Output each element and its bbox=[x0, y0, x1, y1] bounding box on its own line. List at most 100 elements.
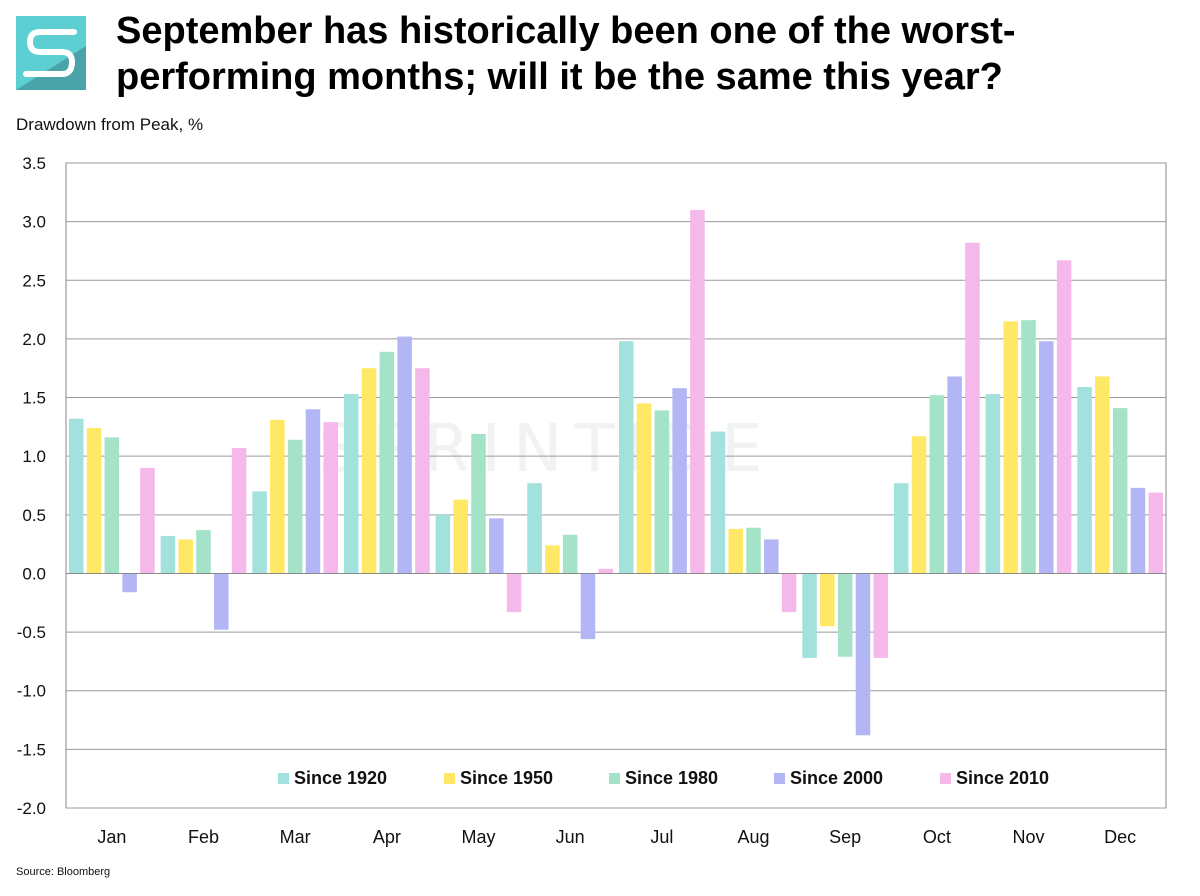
bar-aug-series-3 bbox=[746, 527, 761, 574]
legend-label: Since 1920 bbox=[294, 768, 387, 788]
bar-aug-series-1 bbox=[710, 431, 726, 574]
legend-label: Since 1980 bbox=[625, 768, 718, 788]
bar-may-series-1 bbox=[435, 514, 451, 574]
y-tick-label: -1.5 bbox=[17, 740, 46, 759]
bar-mar-series-4 bbox=[305, 409, 321, 574]
bar-jul-series-5 bbox=[690, 209, 705, 574]
bar-aug-series-2 bbox=[728, 528, 743, 574]
legend-item: Since 2010 bbox=[940, 768, 1049, 788]
chart-title-line2: performing months; will it be the same t… bbox=[116, 56, 1003, 98]
bar-apr-series-3 bbox=[379, 351, 395, 574]
legend-item: Since 2000 bbox=[774, 768, 883, 788]
bar-feb-series-1 bbox=[160, 535, 176, 574]
x-tick-label: Jan bbox=[97, 827, 126, 847]
legend-label: Since 2010 bbox=[956, 768, 1049, 788]
bar-jan-series-5 bbox=[140, 467, 155, 574]
sprintide-logo-icon bbox=[16, 16, 86, 90]
bar-oct-series-3 bbox=[929, 395, 945, 574]
y-tick-label: 3.5 bbox=[22, 154, 46, 173]
legend-label: Since 2000 bbox=[790, 768, 883, 788]
bar-jun-series-5 bbox=[598, 568, 614, 574]
bar-jan-series-4 bbox=[122, 573, 137, 593]
bar-nov-series-5 bbox=[1056, 260, 1072, 574]
bar-apr-series-2 bbox=[361, 368, 377, 574]
chart-title: September has historically been one of t… bbox=[116, 8, 1186, 100]
bar-nov-series-4 bbox=[1039, 341, 1054, 574]
y-tick-label: 2.5 bbox=[22, 271, 46, 290]
x-tick-label: Oct bbox=[923, 827, 951, 847]
bar-mar-series-1 bbox=[252, 491, 267, 574]
x-tick-label: Feb bbox=[188, 827, 219, 847]
bar-marks bbox=[68, 209, 1164, 736]
bar-jul-series-2 bbox=[636, 403, 652, 574]
axis-labels: 3.5 3.0 2.5 2.0 1.5 1.0 0.5 0.0 -0.5 -1.0 -1.5 -2.0… bbox=[17, 154, 1166, 847]
bar-may-series-5 bbox=[506, 573, 522, 613]
bar-dec-series-4 bbox=[1130, 487, 1146, 574]
y-tick-label: 0.0 bbox=[22, 564, 46, 583]
legend: Since 1920 Since 1950 Since 1980 Since 2000… bbox=[278, 768, 1049, 788]
bar-aug-series-4 bbox=[764, 539, 779, 574]
bar-nov-series-2 bbox=[1003, 321, 1018, 574]
legend-item: Since 1920 bbox=[278, 768, 387, 788]
bar-mar-series-2 bbox=[270, 419, 285, 574]
bar-sep-series-5 bbox=[873, 573, 889, 658]
grid-lines bbox=[65, 162, 1167, 809]
bar-feb-series-2 bbox=[178, 539, 193, 574]
bar-sep-series-1 bbox=[802, 573, 817, 658]
legend-swatch bbox=[278, 773, 289, 784]
legend-swatch bbox=[609, 773, 620, 784]
y-tick-label: -1.0 bbox=[17, 682, 46, 701]
bar-feb-series-4 bbox=[214, 573, 229, 630]
y-tick-label: 2.0 bbox=[22, 330, 46, 349]
x-tick-label: Dec bbox=[1104, 827, 1136, 847]
bar-jan-series-3 bbox=[104, 437, 120, 574]
x-tick-label: Mar bbox=[280, 827, 311, 847]
bar-oct-series-1 bbox=[893, 483, 909, 574]
bar-dec-series-2 bbox=[1095, 376, 1110, 574]
bar-jun-series-4 bbox=[580, 573, 596, 640]
bar-jun-series-1 bbox=[527, 483, 542, 574]
source-note: Source: Bloomberg bbox=[16, 866, 111, 878]
bar-jul-series-1 bbox=[618, 341, 634, 574]
y-tick-label: 3.0 bbox=[22, 213, 46, 232]
x-tick-label: Aug bbox=[737, 827, 769, 847]
bar-oct-series-2 bbox=[911, 436, 927, 574]
x-tick-label: Jun bbox=[556, 827, 585, 847]
bar-dec-series-1 bbox=[1077, 386, 1092, 574]
bar-feb-series-5 bbox=[231, 447, 247, 574]
bar-may-series-4 bbox=[489, 518, 504, 574]
bar-oct-series-5 bbox=[965, 242, 980, 574]
bar-sep-series-2 bbox=[820, 573, 835, 627]
plot-frame bbox=[65, 162, 1167, 809]
bar-sep-series-3 bbox=[837, 573, 853, 657]
bar-jul-series-4 bbox=[672, 388, 687, 574]
bar-apr-series-1 bbox=[343, 394, 359, 574]
legend-swatch bbox=[444, 773, 455, 784]
bar-sep-series-4 bbox=[855, 573, 871, 736]
y-tick-label: -0.5 bbox=[17, 623, 46, 642]
x-tick-label: Apr bbox=[373, 827, 401, 847]
bar-mar-series-5 bbox=[323, 422, 339, 574]
legend-item: Since 1980 bbox=[609, 768, 718, 788]
legend-label: Since 1950 bbox=[460, 768, 553, 788]
bar-jun-series-3 bbox=[562, 534, 578, 574]
bar-nov-series-3 bbox=[1021, 320, 1036, 574]
bar-may-series-2 bbox=[453, 499, 468, 574]
bar-jun-series-2 bbox=[545, 545, 560, 574]
bar-feb-series-3 bbox=[196, 530, 211, 574]
bar-apr-series-4 bbox=[397, 336, 412, 574]
x-tick-label: Nov bbox=[1012, 827, 1044, 847]
y-tick-label: 1.5 bbox=[22, 389, 46, 408]
bar-may-series-3 bbox=[471, 433, 486, 574]
y-tick-label: -2.0 bbox=[17, 799, 46, 818]
x-tick-label: Sep bbox=[829, 827, 861, 847]
bar-dec-series-3 bbox=[1112, 408, 1128, 574]
legend-swatch bbox=[774, 773, 785, 784]
bar-dec-series-5 bbox=[1148, 492, 1164, 574]
chart-title-line1: September has historically been one of t… bbox=[116, 10, 1016, 52]
y-axis-label: Drawdown from Peak, % bbox=[16, 115, 204, 134]
x-tick-label: Jul bbox=[650, 827, 673, 847]
bar-apr-series-5 bbox=[415, 368, 430, 574]
legend-item: Since 1950 bbox=[444, 768, 553, 788]
